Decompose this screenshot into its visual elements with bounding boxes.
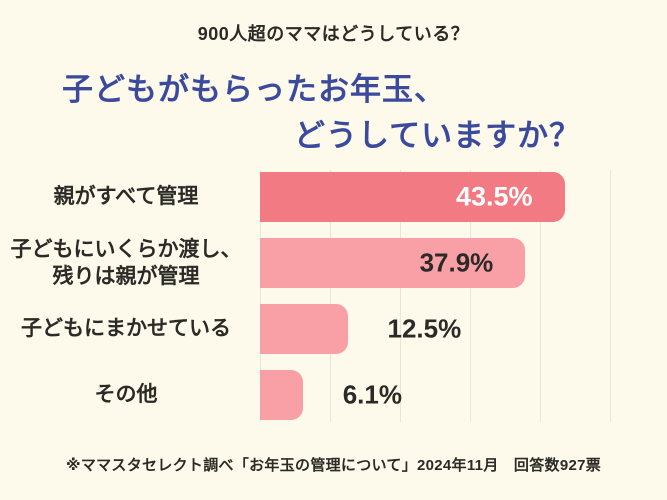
gridline	[610, 170, 611, 422]
chart-row: 親がすべて管理 43.5%	[0, 172, 667, 222]
value-label: 43.5%	[455, 181, 533, 212]
chart-row: その他 6.1%	[0, 370, 667, 420]
bar	[260, 370, 303, 420]
plot-area: 37.9%	[260, 238, 667, 288]
category-label: 親がすべて管理	[53, 185, 199, 209]
gridline	[400, 170, 401, 422]
chart-gridlines	[260, 170, 620, 422]
gridline	[260, 170, 261, 422]
value-label: 37.9%	[419, 247, 494, 278]
bar	[260, 304, 348, 354]
chart-row: 子どもにいくらか渡し、 残りは親が管理 37.9%	[0, 238, 667, 288]
category-label: 子どもにいくらか渡し、 残りは親が管理	[10, 237, 242, 288]
plot-area: 12.5%	[260, 304, 667, 354]
page-title-line-2: どうしていますか？	[294, 118, 582, 153]
category-label: その他	[94, 383, 158, 407]
gridline	[470, 170, 471, 422]
bar-chart: 親がすべて管理 43.5% 子どもにいくらか渡し、 残りは親が管理 37.9% …	[0, 172, 667, 436]
gridline	[540, 170, 541, 422]
bar	[260, 238, 526, 288]
bar	[260, 172, 565, 222]
value-label: 6.1%	[342, 379, 402, 410]
kicker-text: 900人超のママはどうしている？	[197, 24, 470, 44]
plot-area: 6.1%	[260, 370, 667, 420]
chart-row: 子どもにまかせている 12.5%	[0, 304, 667, 354]
plot-area: 43.5%	[260, 172, 667, 222]
value-label: 12.5%	[387, 313, 462, 344]
gridline	[330, 170, 331, 422]
category-label: 子どもにまかせている	[21, 317, 231, 341]
page-title-line-1: 子どもがもらったお年玉、	[62, 72, 446, 107]
source-note: ※ママスタセレクト調べ「お年玉の管理について」2024年11月 回答数927票	[65, 457, 602, 474]
